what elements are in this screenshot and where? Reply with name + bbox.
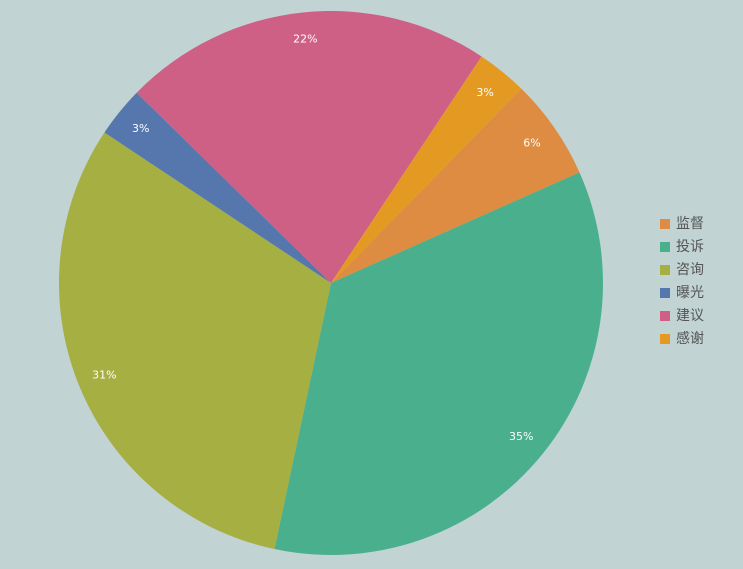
value-label: 6%	[523, 136, 540, 149]
value-label: 3%	[132, 122, 149, 135]
legend-label: 建议	[676, 308, 704, 324]
legend-swatch	[660, 311, 670, 321]
value-label: 31%	[92, 368, 116, 381]
legend-swatch	[660, 219, 670, 229]
pie-slice	[331, 88, 580, 284]
legend-label: 曝光	[676, 285, 704, 301]
legend-swatch	[660, 288, 670, 298]
pie-slice	[331, 56, 522, 284]
legend-swatch	[660, 265, 670, 275]
value-label: 3%	[476, 86, 493, 99]
legend-label: 投诉	[676, 239, 704, 255]
legend-swatch	[660, 242, 670, 252]
pie-slice	[104, 92, 331, 283]
value-label: 35%	[509, 430, 533, 443]
legend-label: 咨询	[676, 262, 704, 278]
pie-slice	[274, 172, 604, 556]
pie-slice	[58, 132, 331, 550]
pie-slice	[136, 10, 482, 283]
legend-label: 感谢	[676, 330, 704, 347]
value-label: 22%	[293, 33, 317, 46]
legend-swatch	[660, 334, 670, 344]
legend-label: 监督	[676, 216, 704, 232]
